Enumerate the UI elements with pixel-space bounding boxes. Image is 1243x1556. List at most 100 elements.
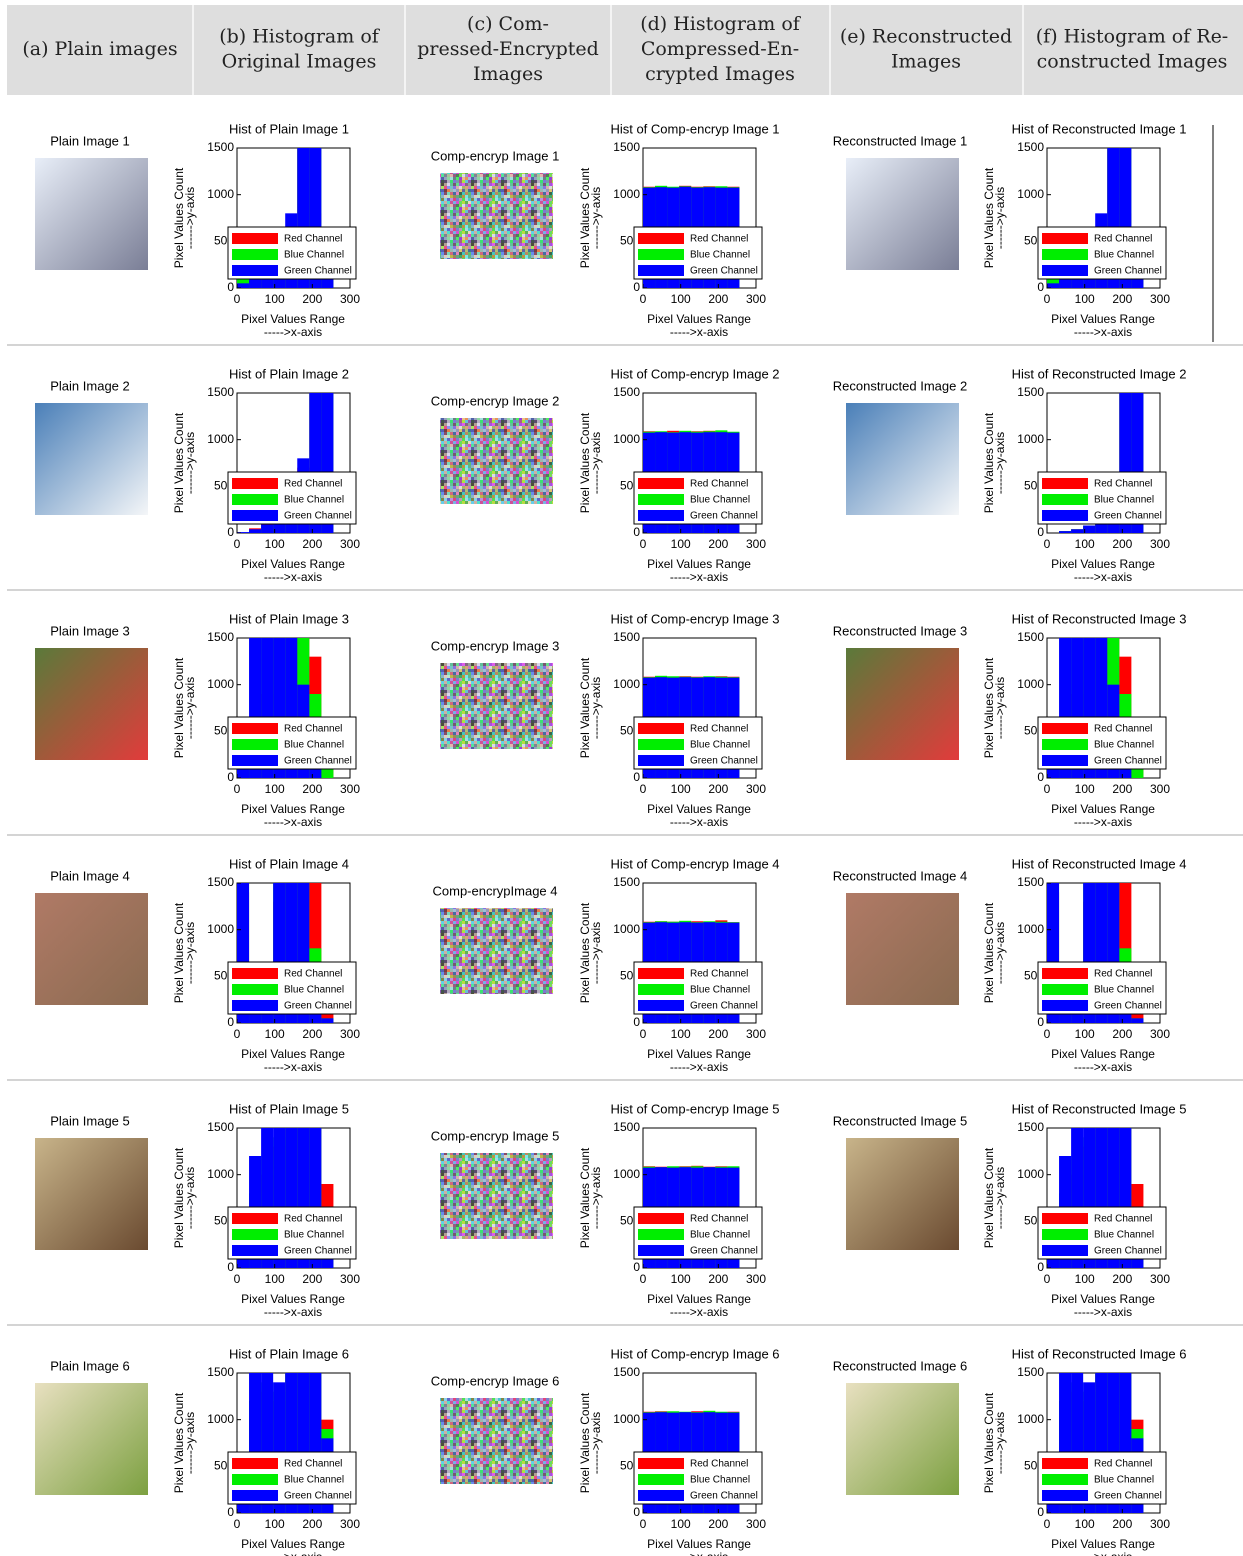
- histogram-bar: [1047, 283, 1059, 288]
- x-tick-label: 200: [708, 1272, 728, 1286]
- y-tick-label: 1000: [613, 432, 640, 446]
- y-axis-label: ------>y-axis: [589, 187, 603, 249]
- header-text: (b) Histogram of: [219, 26, 381, 48]
- header-text: constructed Images: [1037, 51, 1228, 73]
- chart-title: Hist of Reconstructed Image 1: [1012, 121, 1187, 136]
- legend-label: Green Channel: [1094, 1491, 1162, 1502]
- x-tick-label: 100: [1075, 1027, 1095, 1041]
- header-text: Images: [891, 51, 961, 73]
- y-axis-label: ------>y-axis: [993, 1167, 1007, 1229]
- image-label: Comp-encryp Image 6: [431, 1373, 560, 1388]
- x-axis-label: Pixel Values Range: [1051, 1537, 1155, 1551]
- header-text: Original Images: [222, 51, 377, 73]
- header-text: crypted Images: [645, 63, 795, 85]
- image-label: Comp-encryp Image 2: [431, 393, 560, 408]
- encrypted-image: [440, 173, 553, 259]
- legend-swatch: [638, 1229, 684, 1240]
- legend-swatch: [1042, 984, 1088, 995]
- x-tick-label: 0: [234, 1517, 241, 1531]
- chart-title: Hist of Plain Image 2: [229, 366, 349, 381]
- x-axis-label: Pixel Values Range: [241, 802, 345, 816]
- legend-swatch: [638, 984, 684, 995]
- x-tick-label: 0: [1044, 1027, 1051, 1041]
- legend-swatch: [1042, 1245, 1088, 1256]
- y-tick-label: 1500: [1017, 875, 1044, 889]
- y-tick-label: 1500: [207, 1365, 234, 1379]
- legend-swatch: [638, 739, 684, 750]
- x-tick-label: 300: [746, 292, 766, 306]
- x-tick-label: 0: [1044, 782, 1051, 796]
- legend-swatch: [638, 968, 684, 979]
- y-axis-label: ------>y-axis: [183, 187, 197, 249]
- x-tick-label: 100: [265, 1272, 285, 1286]
- legend-swatch: [638, 1000, 684, 1011]
- legend-swatch: [638, 510, 684, 521]
- x-tick-label: 300: [1150, 1517, 1170, 1531]
- legend-label: Red Channel: [1094, 1459, 1152, 1470]
- x-tick-label: 300: [340, 537, 360, 551]
- x-axis-label: Pixel Values Range: [241, 312, 345, 326]
- x-axis-label: ----->x-axis: [670, 1550, 728, 1556]
- histogram-bar: [321, 1018, 333, 1023]
- y-tick-label: 1500: [1017, 140, 1044, 154]
- legend-label: Red Channel: [284, 969, 342, 980]
- legend-label: Red Channel: [1094, 479, 1152, 490]
- x-axis-label: Pixel Values Range: [1051, 312, 1155, 326]
- x-tick-label: 200: [708, 782, 728, 796]
- legend-label: Red Channel: [690, 724, 748, 735]
- x-tick-label: 100: [671, 292, 691, 306]
- x-tick-label: 200: [1112, 782, 1132, 796]
- image-label: Plain Image 1: [50, 133, 130, 148]
- legend-label: Green Channel: [690, 1491, 758, 1502]
- x-axis-label: Pixel Values Range: [241, 1047, 345, 1061]
- chart-title: Hist of Comp-encryp Image 3: [610, 611, 779, 626]
- x-tick-label: 200: [708, 1027, 728, 1041]
- x-tick-label: 200: [1112, 292, 1132, 306]
- y-tick-label: 1000: [1017, 922, 1044, 936]
- legend-label: Blue Channel: [284, 985, 344, 996]
- image-label: Comp-encrypImage 4: [433, 883, 558, 898]
- header-text: Images: [473, 63, 543, 85]
- x-axis-label: Pixel Values Range: [647, 1537, 751, 1551]
- legend-label: Red Channel: [284, 724, 342, 735]
- image-label: Reconstructed Image 5: [833, 1113, 967, 1128]
- legend-swatch: [638, 1245, 684, 1256]
- y-tick-label: 1500: [1017, 630, 1044, 644]
- x-tick-label: 300: [746, 1517, 766, 1531]
- legend-label: Green Channel: [690, 1001, 758, 1012]
- x-axis-label: ----->x-axis: [264, 815, 322, 829]
- legend-swatch: [1042, 723, 1088, 734]
- y-axis-label: ------>y-axis: [183, 432, 197, 494]
- reconstructed-image: [846, 1138, 959, 1250]
- image-label: Plain Image 2: [50, 378, 130, 393]
- x-tick-label: 100: [1075, 782, 1095, 796]
- x-tick-label: 0: [640, 292, 647, 306]
- y-axis-label: ------>y-axis: [993, 187, 1007, 249]
- reconstructed-image: [846, 403, 959, 515]
- legend-swatch: [232, 723, 278, 734]
- x-axis-label: Pixel Values Range: [241, 1292, 345, 1306]
- reconstructed-image: [846, 158, 959, 270]
- x-axis-label: Pixel Values Range: [647, 802, 751, 816]
- histogram-bar: [1131, 279, 1143, 288]
- x-tick-label: 200: [1112, 537, 1132, 551]
- plain-image: [35, 1383, 148, 1495]
- legend-swatch: [1042, 1213, 1088, 1224]
- x-tick-label: 200: [1112, 1272, 1132, 1286]
- legend-label: Red Channel: [284, 1459, 342, 1470]
- encrypted-image: [440, 908, 553, 994]
- legend-label: Green Channel: [1094, 511, 1162, 522]
- legend-swatch: [1042, 265, 1088, 276]
- y-tick-label: 1000: [207, 922, 234, 936]
- legend-label: Blue Channel: [1094, 740, 1154, 751]
- y-tick-label: 1000: [613, 922, 640, 936]
- legend-label: Red Channel: [690, 234, 748, 245]
- x-tick-label: 300: [746, 537, 766, 551]
- x-tick-label: 0: [640, 537, 647, 551]
- legend-swatch: [232, 984, 278, 995]
- y-tick-label: 1000: [207, 187, 234, 201]
- legend-label: Blue Channel: [284, 740, 344, 751]
- x-tick-label: 100: [1075, 1517, 1095, 1531]
- y-tick-label: 1500: [207, 385, 234, 399]
- x-tick-label: 200: [302, 1517, 322, 1531]
